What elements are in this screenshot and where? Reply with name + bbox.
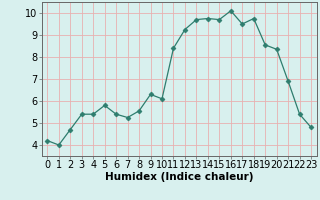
X-axis label: Humidex (Indice chaleur): Humidex (Indice chaleur) <box>105 172 253 182</box>
